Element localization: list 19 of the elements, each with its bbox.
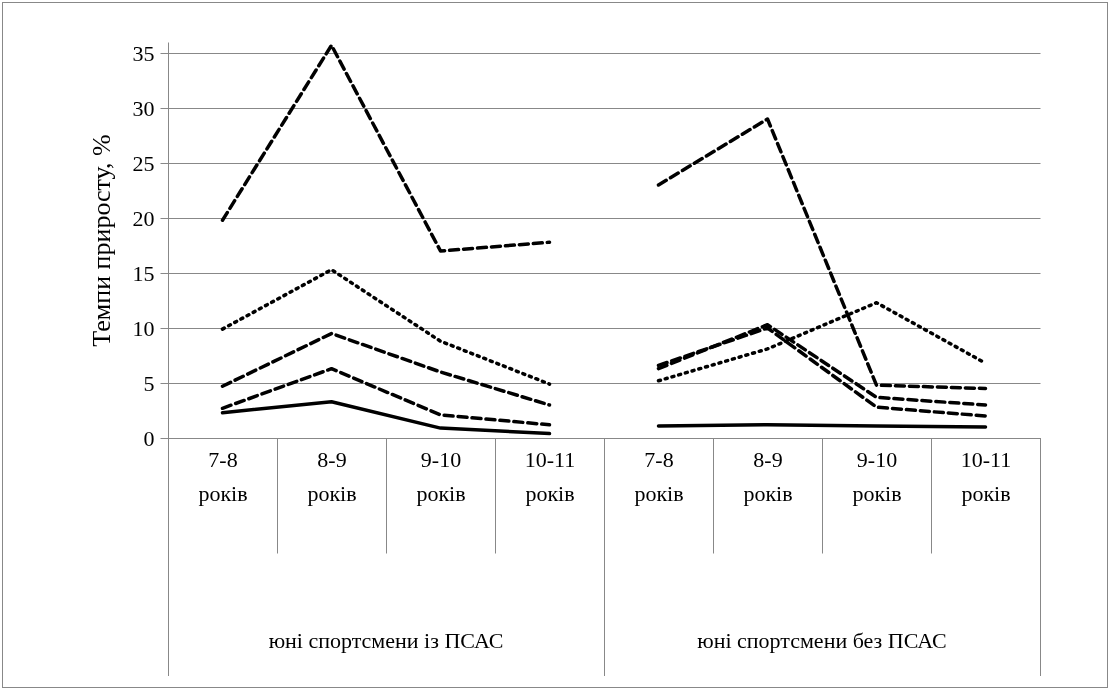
x-tick-label: 8-9 років: [307, 446, 357, 506]
y-tick-label: 5: [143, 370, 155, 396]
y-tick-label: 0: [143, 425, 155, 451]
y-tick-label: 20: [132, 205, 155, 231]
y-tick-label: 30: [132, 95, 155, 121]
x-tick-label: 10-11 років: [524, 446, 576, 506]
x-tick-label: 9-10 років: [416, 446, 466, 506]
y-tick-label: 10: [132, 315, 155, 341]
x-tick-label: 10-11 років: [960, 446, 1012, 506]
y-tick-label: 35: [132, 40, 155, 66]
y-tick-label: 25: [132, 150, 155, 176]
y-tick-label: 15: [132, 260, 155, 286]
y-axis-title: Темпи приросту, %: [86, 134, 116, 347]
text: юні спортсмени із ПСАС: [267, 628, 505, 654]
text: юні спортсмени без ПСАС: [696, 628, 948, 654]
x-tick-label: 7-8 років: [634, 446, 684, 506]
x-tick-label: 7-8 років: [198, 446, 248, 506]
x-tick-label: 9-10 років: [852, 446, 902, 506]
x-tick-label: 8-9 років: [743, 446, 793, 506]
